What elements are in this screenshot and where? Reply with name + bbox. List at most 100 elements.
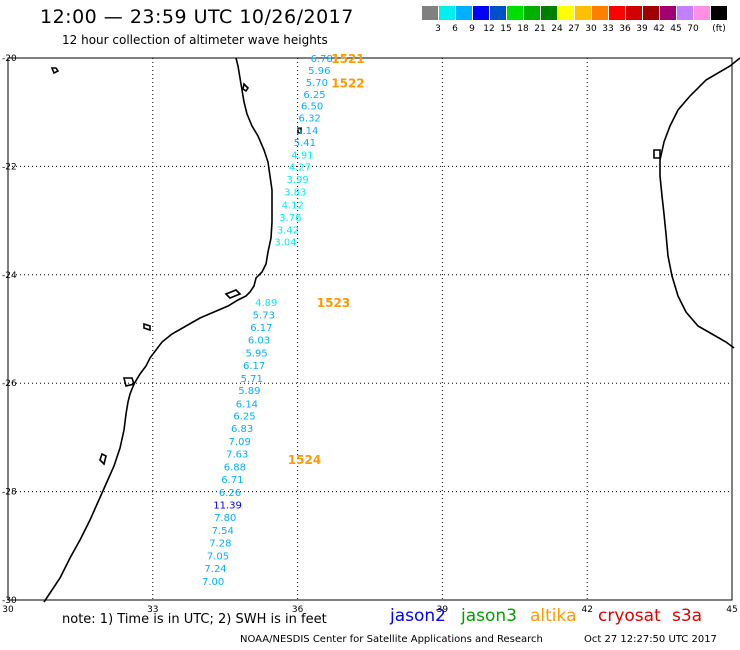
- wave-height-value: 6.32: [299, 114, 321, 125]
- legend-swatch: [694, 6, 710, 20]
- island: [297, 127, 302, 134]
- legend-swatch: [524, 6, 540, 20]
- pass-number-label: 1522: [331, 76, 364, 90]
- island: [122, 377, 136, 387]
- longitude-label: 30: [2, 605, 14, 615]
- map-frame: [7, 57, 733, 601]
- satellite-jason2: jason2: [390, 606, 446, 626]
- legend-swatch: [439, 6, 455, 20]
- latitude-label: -26: [2, 379, 17, 389]
- wave-height-value: 7.24: [204, 564, 226, 575]
- legend-unit: (ft): [712, 24, 726, 34]
- legend-label: 39: [636, 24, 648, 34]
- wave-height-value: 3.76: [279, 213, 301, 224]
- legend-swatch: [490, 6, 506, 20]
- wave-height-value: 7.00: [202, 577, 224, 588]
- wave-height-value: 4.91: [291, 150, 313, 161]
- legend-label: 33: [602, 24, 614, 34]
- legend-label: 9: [469, 24, 475, 34]
- wave-height-value: 6.17: [243, 361, 265, 372]
- longitude-label: 39: [437, 605, 449, 615]
- coastline: [43, 57, 740, 603]
- credit-text: NOAA/NESDIS Center for Satellite Applica…: [240, 634, 543, 645]
- island: [653, 149, 661, 159]
- legend-swatch: [711, 6, 727, 20]
- wave-height-value: 7.05: [207, 552, 229, 563]
- legend-swatch: [422, 6, 438, 20]
- island: [224, 289, 242, 299]
- latitude-label: -30: [2, 596, 17, 606]
- legend-label: 36: [619, 24, 631, 34]
- latitude-label: -22: [2, 162, 17, 172]
- wave-height-value: 6.71: [221, 475, 243, 486]
- legend-swatch: [660, 6, 676, 20]
- longitude-label: 33: [147, 605, 158, 615]
- pass-number-label: 1521: [331, 52, 364, 66]
- madagascar-coastline: [659, 57, 740, 349]
- legend-swatch: [558, 6, 574, 20]
- wave-height-value: 5.96: [308, 66, 330, 77]
- legend-label: 18: [517, 24, 529, 34]
- wave-height-value: 6.17: [250, 323, 272, 334]
- legend-label: 70: [687, 24, 699, 34]
- longitude-label: 42: [581, 605, 592, 615]
- wave-height-value: 5.71: [241, 374, 263, 385]
- africa-coastline: [43, 57, 273, 603]
- wave-height-value: 6.14: [236, 399, 258, 410]
- legend-swatch: [643, 6, 659, 20]
- wave-height-value: 7.09: [229, 437, 251, 448]
- legend-label: 24: [551, 24, 563, 34]
- wave-height-value: 5.95: [245, 348, 267, 359]
- island: [99, 452, 107, 466]
- legend-label: 6: [452, 24, 458, 34]
- wave-height-value: 6.25: [303, 90, 325, 101]
- wave-height-value: 6.26: [219, 488, 241, 499]
- island: [143, 322, 151, 332]
- wave-height-value: 3.04: [274, 238, 296, 249]
- legend-label: 27: [568, 24, 580, 34]
- legend-label: 12: [483, 24, 495, 34]
- legend-label: 3: [435, 24, 441, 34]
- legend-label: 21: [534, 24, 546, 34]
- satellite-s3a: s3a: [672, 606, 703, 626]
- legend-label: 45: [670, 24, 682, 34]
- legend-swatch: [609, 6, 625, 20]
- timestamp-text: Oct 27 12:27:50 UTC 2017: [584, 634, 717, 645]
- satellite-jason3: jason3: [461, 606, 517, 626]
- wave-height-value: 6.78: [311, 54, 333, 65]
- latitude-label: -20: [2, 54, 17, 64]
- pass-number-label: 1524: [288, 453, 321, 467]
- wave-height-value: 5.73: [253, 310, 275, 321]
- wave-height-value: 7.54: [212, 526, 234, 537]
- wave-height-value: 5.89: [238, 386, 260, 397]
- longitude-label: 36: [292, 605, 304, 615]
- legend-swatch: [541, 6, 557, 20]
- legend-swatch: [575, 6, 591, 20]
- legend-swatch: [507, 6, 523, 20]
- pass-number-label: 1523: [317, 296, 350, 310]
- island: [50, 67, 60, 75]
- island: [242, 82, 250, 93]
- legend-swatch: [626, 6, 642, 20]
- wave-height-value: 7.63: [226, 450, 248, 461]
- latitude-label: -28: [2, 488, 17, 498]
- longitude-label: 45: [726, 605, 737, 615]
- note-text: note: 1) Time is in UTC; 2) SWH is in fe…: [62, 612, 327, 627]
- wave-height-value: 3.42: [277, 225, 299, 236]
- wave-height-value: 6.50: [301, 102, 323, 113]
- wave-height-value: 5.14: [296, 126, 318, 137]
- wave-height-value: 6.25: [233, 412, 255, 423]
- page-title: 12:00 — 23:59 UTC 10/26/2017: [40, 6, 354, 28]
- wave-height-value: 5.70: [306, 78, 328, 89]
- wave-height-value: 6.83: [231, 424, 253, 435]
- satellite-altika: altika: [530, 606, 577, 626]
- legend-swatch: [456, 6, 472, 20]
- wave-height-value: 5.41: [294, 138, 316, 149]
- wave-height-value: 3.83: [284, 187, 306, 198]
- legend-swatch: [473, 6, 489, 20]
- wave-height-value: 11.39: [213, 501, 242, 512]
- satellite-cryosat: cryosat: [598, 606, 661, 626]
- legend-swatch: [677, 6, 693, 20]
